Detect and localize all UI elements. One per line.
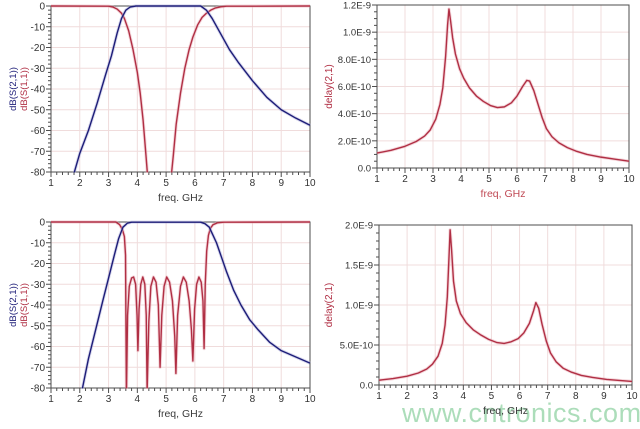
series-trace-delay(2,1) bbox=[376, 8, 630, 162]
x-tick-label: 7 bbox=[221, 394, 227, 405]
y-tick-label: -50 bbox=[31, 105, 46, 116]
chart-s-parameters-butterworth: 1 2 3 4 5 6 7 8 9 10 0 -10 -20 -30 -40 -50 -60 -70 -80 freq… bbox=[8, 2, 316, 205]
y-tick-label: -50 bbox=[31, 321, 46, 332]
x-tick-label: 1 bbox=[48, 178, 54, 189]
y-tick-label: -80 bbox=[31, 384, 46, 395]
y-axis-title: dB(S(1,1)) bbox=[19, 67, 30, 111]
y-tick-label: 1.5E-9 bbox=[345, 261, 373, 272]
y-tick-label: -70 bbox=[31, 363, 46, 374]
y-tick-label: 1.0E-9 bbox=[343, 28, 371, 39]
x-tick-label: 8 bbox=[570, 174, 576, 185]
y-tick-label: 8.0E-10 bbox=[338, 55, 371, 66]
x-tick-label: 6 bbox=[514, 174, 520, 185]
x-tick-label: 8 bbox=[250, 178, 256, 189]
chart-s-parameters-chebyshev: 1 2 3 4 5 6 7 8 9 10 0 -10 -20 -30 -40 -50 -60 -70 -80 freq… bbox=[8, 218, 316, 421]
y-tick-label: 0.0 bbox=[360, 381, 373, 392]
series-trace-dB(S(1,1)) bbox=[50, 5, 311, 173]
y-tick-label: -60 bbox=[31, 126, 46, 137]
watermark: www.cntronics.com bbox=[402, 398, 640, 428]
y-tick-label: 0 bbox=[39, 218, 45, 229]
x-tick-label: 10 bbox=[304, 394, 316, 405]
x-axis-title: freq, GHz bbox=[481, 188, 526, 200]
series-trace-delay(2,1) bbox=[378, 229, 633, 383]
y-tick-label: -60 bbox=[31, 342, 46, 353]
chart-group-delay-butterworth: 1 2 3 4 5 6 7 8 9 10 1.2E-9 1.0E-9 8.0E-10 6.0E-10 4.0… bbox=[324, 1, 635, 201]
series-halo-dB(S(1,1)) bbox=[51, 220, 311, 389]
x-tick-label: 4 bbox=[135, 394, 141, 405]
x-tick-label: 6 bbox=[192, 394, 198, 405]
x-tick-label: 1 bbox=[48, 394, 54, 405]
y-tick-label: 4.0E-10 bbox=[338, 109, 371, 120]
y-tick-label: -40 bbox=[31, 85, 46, 96]
series-trace-dB(S(1,1)) bbox=[51, 221, 311, 389]
y-tick-label: -10 bbox=[31, 22, 46, 33]
y-tick-label: 1.2E-9 bbox=[343, 1, 371, 12]
y-tick-label: -30 bbox=[31, 280, 46, 291]
x-axis-title: freq. GHz bbox=[158, 192, 203, 204]
y-axis-title: dB(S(2,1)) bbox=[8, 67, 19, 111]
y-axis-title: delay(2,1) bbox=[324, 283, 335, 327]
x-tick-label: 9 bbox=[278, 394, 284, 405]
x-tick-label: 7 bbox=[221, 178, 227, 189]
x-tick-label: 2 bbox=[402, 174, 408, 185]
series-trace-dB(S(2,1)) bbox=[81, 221, 311, 389]
x-tick-label: 9 bbox=[278, 178, 284, 189]
x-tick-label: 5 bbox=[489, 391, 495, 402]
x-tick-label: 5 bbox=[163, 178, 169, 189]
series-trace-dB(S(2,1)) bbox=[73, 5, 311, 173]
y-axis-title: dB(S(2,1)) bbox=[8, 283, 19, 327]
x-tick-label: 9 bbox=[598, 174, 604, 185]
y-axis-title: delay(2,1) bbox=[324, 64, 335, 108]
x-tick-label: 3 bbox=[430, 174, 436, 185]
x-tick-label: 6 bbox=[517, 391, 523, 402]
y-tick-label: -70 bbox=[31, 147, 46, 158]
x-tick-label: 4 bbox=[458, 174, 464, 185]
y-tick-label: -40 bbox=[31, 301, 46, 312]
y-tick-label: -10 bbox=[31, 238, 46, 249]
x-tick-label: 4 bbox=[135, 178, 141, 189]
x-tick-label: 10 bbox=[304, 178, 316, 189]
x-tick-label: 2 bbox=[77, 394, 83, 405]
x-tick-label: 7 bbox=[545, 391, 551, 402]
x-tick-label: 4 bbox=[461, 391, 467, 402]
x-tick-label: 9 bbox=[601, 391, 607, 402]
x-tick-label: 2 bbox=[404, 391, 410, 402]
y-tick-label: 1.0E-9 bbox=[345, 301, 373, 312]
x-tick-label: 10 bbox=[626, 391, 638, 402]
x-tick-label: 2 bbox=[77, 178, 83, 189]
y-tick-label: 0.0 bbox=[358, 164, 371, 175]
y-tick-label: -20 bbox=[31, 43, 46, 54]
y-tick-label: 2.0E-9 bbox=[345, 221, 373, 232]
x-tick-label: 5 bbox=[486, 174, 492, 185]
x-tick-label: 3 bbox=[106, 178, 112, 189]
x-axis-title: freq, GHz bbox=[158, 408, 203, 420]
y-tick-label: -20 bbox=[31, 259, 46, 270]
y-tick-label: 5.0E-10 bbox=[340, 341, 373, 352]
x-tick-label: 7 bbox=[542, 174, 548, 185]
x-tick-label: 6 bbox=[192, 178, 198, 189]
x-axis-title: freq, GHz bbox=[483, 405, 528, 417]
chart-group-delay-chebyshev: 1 2 3 4 5 6 7 8 9 10 2.0E-9 1.5E-9 1.0E-9 5.0E-10 0.0 f… bbox=[324, 221, 638, 418]
x-tick-label: 3 bbox=[106, 394, 112, 405]
y-tick-label: 0 bbox=[39, 2, 45, 13]
y-tick-label: 2.0E-10 bbox=[338, 136, 371, 147]
x-tick-label: 10 bbox=[623, 174, 635, 185]
y-tick-label: -30 bbox=[31, 64, 46, 75]
y-tick-label: 6.0E-10 bbox=[338, 82, 371, 93]
y-tick-label: -80 bbox=[31, 168, 46, 179]
x-tick-label: 1 bbox=[374, 174, 380, 185]
x-tick-label: 1 bbox=[376, 391, 382, 402]
series-halo-delay(2,1) bbox=[378, 228, 633, 383]
x-tick-label: 5 bbox=[163, 394, 169, 405]
x-tick-label: 8 bbox=[573, 391, 579, 402]
x-tick-label: 3 bbox=[432, 391, 438, 402]
x-tick-label: 8 bbox=[250, 394, 256, 405]
y-axis-title: dB(S(1,1)) bbox=[19, 283, 30, 327]
